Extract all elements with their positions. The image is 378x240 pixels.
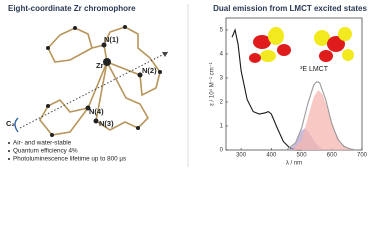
x-tick-label: 500 bbox=[297, 153, 308, 159]
atom-label: N(2) bbox=[142, 66, 157, 75]
spectrum-line bbox=[231, 28, 302, 151]
left-title: Eight-coordinate Zr chromophore bbox=[8, 4, 136, 13]
orbital-inset bbox=[249, 27, 354, 63]
x-tick-label: 700 bbox=[357, 153, 368, 159]
y-axis-label: ε / 10⁴ M⁻¹ cm⁻¹ bbox=[209, 62, 216, 106]
y-tick-label: 5 bbox=[220, 28, 224, 34]
atoms bbox=[46, 25, 162, 137]
bullets bbox=[8, 142, 10, 160]
bullet-text: Air- and water-stable bbox=[13, 140, 72, 147]
y-tick-label: 0 bbox=[220, 148, 224, 154]
y-tick-label: 3 bbox=[220, 76, 224, 82]
c2-axis bbox=[19, 51, 169, 129]
spectrum-line bbox=[286, 80, 357, 151]
bullet-text: Photoluminescence lifetime up to 800 µs bbox=[13, 156, 126, 163]
axis-arrowhead bbox=[162, 52, 168, 57]
atom-label: N(4) bbox=[89, 107, 104, 116]
y-tick-label: 2 bbox=[220, 100, 224, 106]
state-label: ³E LMCT bbox=[300, 66, 329, 73]
x-axis-label: λ / nm bbox=[286, 161, 302, 167]
atom-label: Zr bbox=[96, 61, 104, 70]
bullet-text: Quantum efficiency 4% bbox=[13, 148, 78, 155]
emission-band bbox=[292, 90, 356, 150]
x-tick-label: 300 bbox=[236, 153, 247, 159]
graphical-abstract: Eight-coordinate Zr chromophore Zr N(1) … bbox=[6, 4, 368, 167]
atom-label: N(3) bbox=[99, 119, 114, 128]
y-tick-label: 4 bbox=[220, 52, 224, 58]
chart-title: Dual emission from LMCT excited states bbox=[213, 4, 367, 13]
x-tick-label: 600 bbox=[327, 153, 338, 159]
rotation-arrow bbox=[14, 117, 19, 133]
atom-label: N(1) bbox=[104, 35, 119, 44]
atom-label: C₂ bbox=[6, 119, 15, 128]
y-tick-label: 1 bbox=[220, 124, 224, 130]
x-tick-label: 400 bbox=[266, 153, 277, 159]
